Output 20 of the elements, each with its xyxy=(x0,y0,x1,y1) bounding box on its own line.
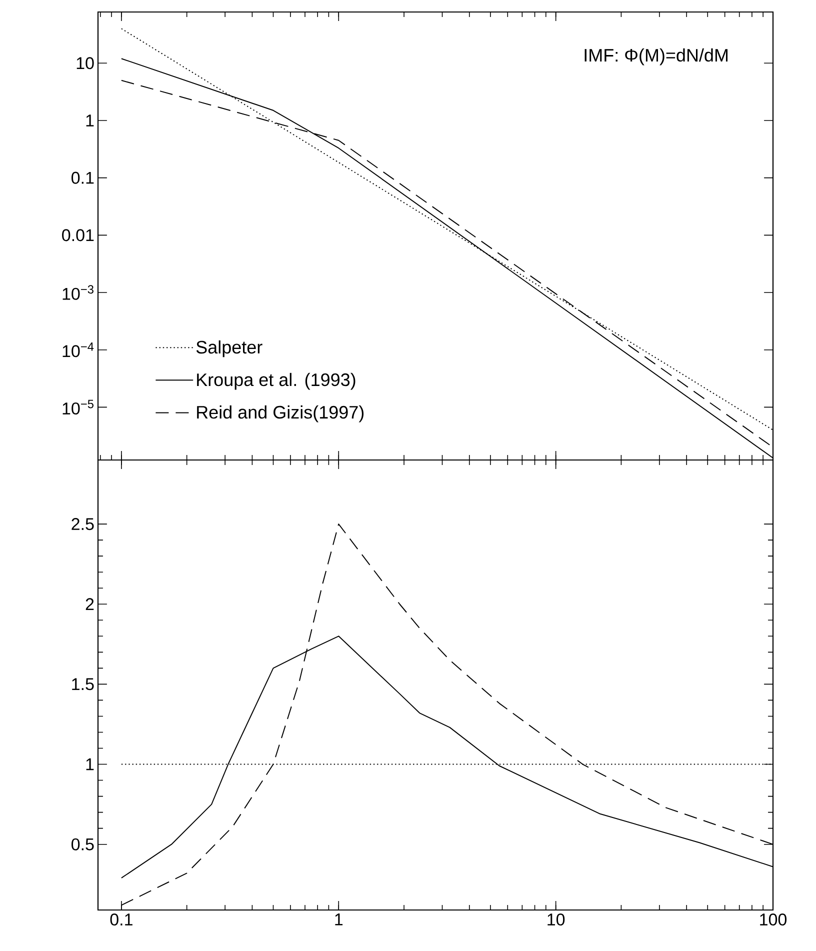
y-tick-label: 0.01 xyxy=(62,229,94,242)
y-tick-label: 1.5 xyxy=(72,678,94,690)
y-tick-label: 2 xyxy=(86,598,94,610)
y-tick-label: 2.5 xyxy=(72,518,94,530)
legend-label: Reid and Gizis(1997) xyxy=(197,405,364,422)
y-tick-label: 10 xyxy=(76,57,94,70)
y-tick-label: 10$^{−3}$ xyxy=(62,285,94,300)
y-tick-label: 0.5 xyxy=(72,838,94,850)
y-tick-label: 1 xyxy=(86,114,94,126)
legend-label: Salpeter xyxy=(196,340,262,358)
x-tick-label: 0.1 xyxy=(110,914,132,926)
y-tick-label: 10$^{−5}$ xyxy=(62,400,94,414)
x-tick-label: 1 xyxy=(335,914,343,926)
y-tick-label: 1 xyxy=(86,758,94,770)
y-tick-label: 10$^{−4}$ xyxy=(62,342,94,358)
legend-label: Kroupa et al. (1993) xyxy=(197,372,356,390)
y-tick-label: 0.1 xyxy=(72,172,94,184)
x-tick-label: 10 xyxy=(548,914,565,926)
x-tick-label: 100 xyxy=(760,914,787,926)
annotation: IMF: Φ(M)=dN/dM xyxy=(584,48,728,66)
